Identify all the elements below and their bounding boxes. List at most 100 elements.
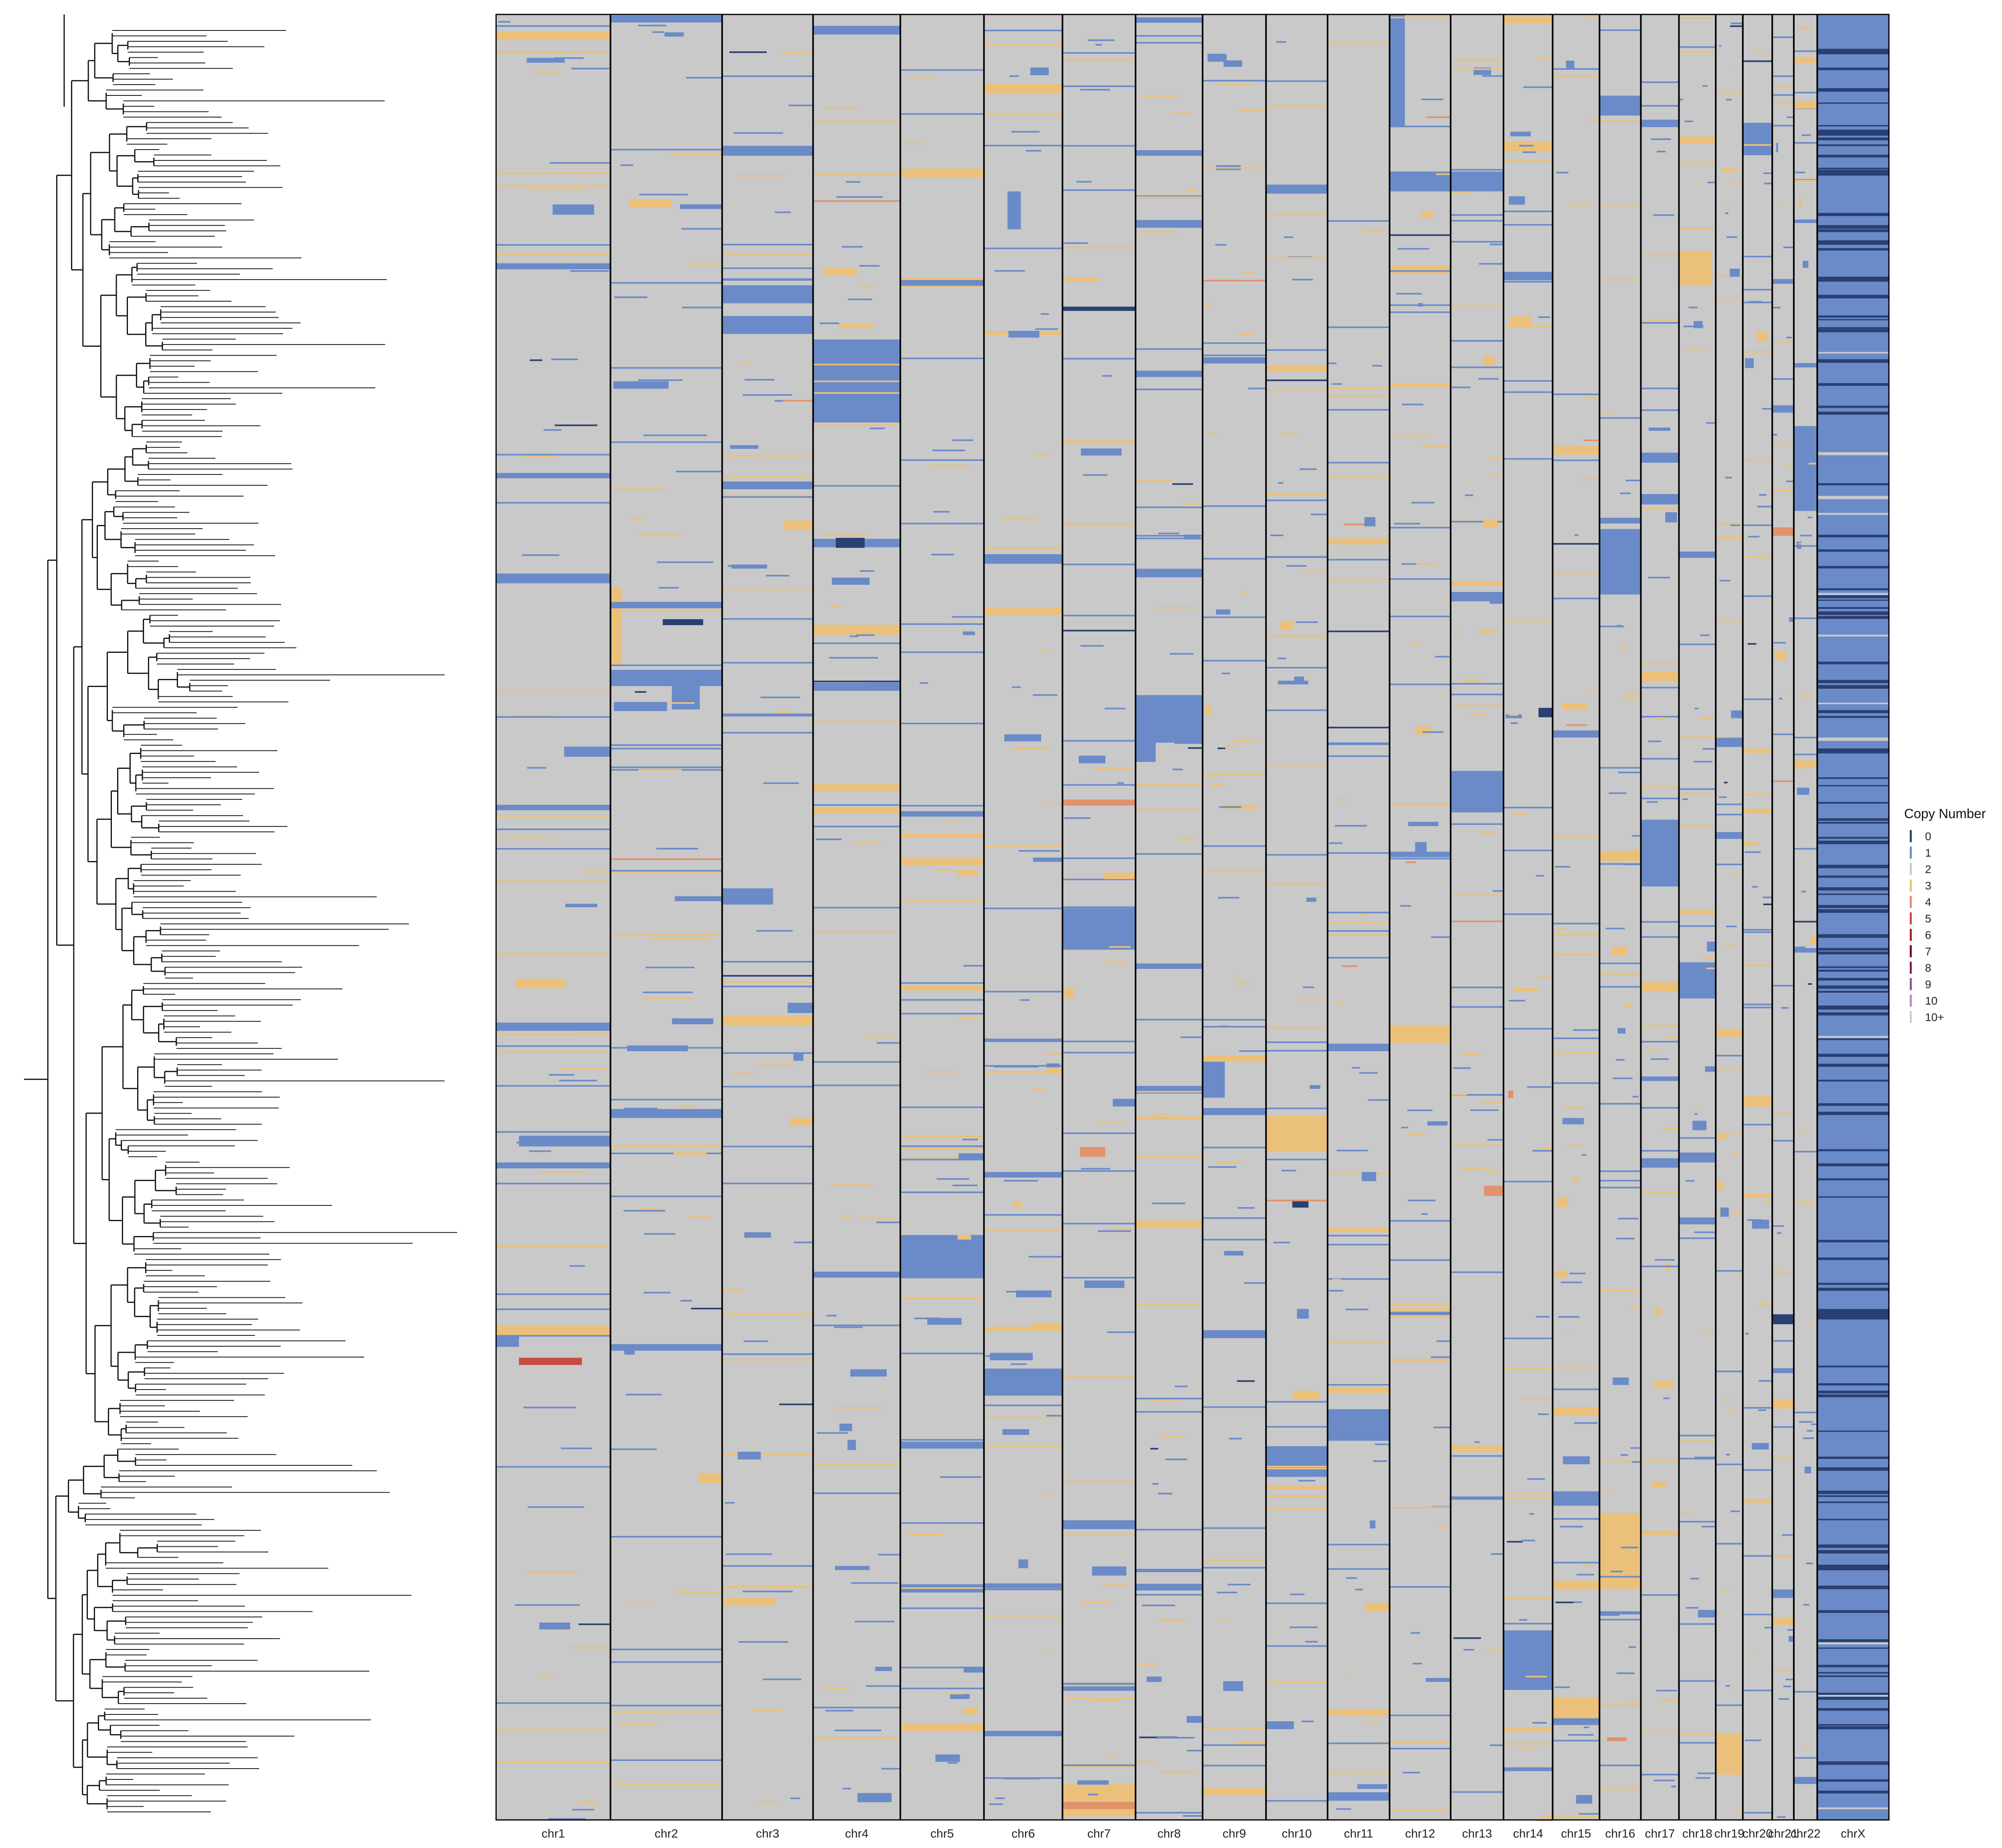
cn-segment <box>1180 503 1202 505</box>
cn-segment <box>1538 316 1550 318</box>
cn-segment <box>1266 1027 1328 1029</box>
chrX-segment <box>1817 1467 1889 1471</box>
cn-segment <box>1810 1720 1815 1722</box>
cn-segment <box>1554 1686 1570 1688</box>
cn-segment <box>1716 1463 1743 1465</box>
cn-segment <box>984 30 1063 31</box>
cn-segment <box>1717 1181 1724 1190</box>
cn-segment <box>1202 505 1266 507</box>
cn-segment <box>1733 67 1737 69</box>
cn-segment <box>1772 1368 1794 1373</box>
cn-segment <box>1599 767 1641 769</box>
cn-segment <box>1772 1399 1794 1409</box>
cn-segment <box>1599 1611 1641 1613</box>
cn-segment <box>1202 1744 1266 1746</box>
cn-segment <box>1656 1690 1677 1692</box>
cn-segment <box>610 1344 722 1351</box>
cn-segment <box>689 1216 711 1218</box>
cn-segment <box>1046 1415 1063 1417</box>
legend-swatch <box>1910 830 1912 842</box>
cn-segment <box>1479 263 1504 265</box>
legend-label: 7 <box>1925 945 1931 958</box>
cn-segment <box>779 400 813 402</box>
chrX-segment <box>1817 1697 1889 1700</box>
chromosome-label: chr8 <box>1157 1827 1181 1840</box>
cn-segment <box>1389 1311 1451 1315</box>
cn-segment <box>580 1801 598 1803</box>
cn-segment <box>1725 476 1732 478</box>
cn-segment <box>1332 1279 1341 1281</box>
cn-segment <box>722 618 813 620</box>
cn-segment <box>1135 42 1203 44</box>
cn-segment <box>1174 742 1203 744</box>
chrX-segment <box>1817 1240 1889 1242</box>
cn-segment <box>1736 1810 1743 1812</box>
cn-segment <box>722 267 813 269</box>
chrX-segment <box>1817 680 1889 683</box>
cn-segment <box>1504 1743 1553 1745</box>
cn-segment <box>1135 784 1203 786</box>
cn-segment <box>1574 1422 1598 1424</box>
cn-segment <box>1743 144 1772 146</box>
cn-segment <box>908 1534 943 1536</box>
cn-segment <box>900 811 984 816</box>
legend-label: 3 <box>1925 879 1931 892</box>
cn-segment <box>1641 671 1679 682</box>
cn-segment <box>1626 692 1641 694</box>
cn-segment <box>561 1447 592 1449</box>
cn-segment <box>1064 817 1091 819</box>
cn-segment <box>1062 1698 1136 1700</box>
cn-segment <box>1763 904 1772 905</box>
cn-segment <box>1327 934 1390 936</box>
cn-segment <box>610 1152 722 1154</box>
cn-segment <box>1016 1290 1052 1297</box>
cn-segment <box>1810 936 1818 944</box>
cn-segment <box>498 21 511 23</box>
cn-segment <box>1772 1555 1794 1557</box>
cn-segment <box>1135 1568 1203 1572</box>
cn-block <box>722 888 773 905</box>
cn-segment <box>1778 204 1785 206</box>
cn-segment <box>947 821 961 823</box>
cn-segment <box>1702 85 1708 87</box>
cn-segment <box>850 1369 887 1377</box>
cn-segment <box>1327 922 1390 924</box>
cn-segment <box>1042 802 1063 804</box>
cn-segment <box>496 815 611 817</box>
cn-segment <box>1707 181 1716 183</box>
cn-segment <box>1389 1360 1451 1362</box>
cn-segment <box>860 1217 895 1219</box>
cn-segment <box>1062 52 1136 54</box>
chrX-segment <box>1817 909 1889 913</box>
chrX-segment <box>1817 978 1889 981</box>
cn-segment <box>1641 1158 1679 1168</box>
cn-segment <box>1693 761 1712 763</box>
cn-segment <box>1743 749 1772 753</box>
cn-segment <box>1504 391 1553 393</box>
cn-segment <box>1157 1737 1195 1739</box>
cn-segment <box>638 533 681 535</box>
cn-segment <box>1564 1145 1584 1147</box>
chrX-segment <box>1817 934 1889 938</box>
cn-segment <box>675 896 722 901</box>
chrX-segment <box>1817 1390 1889 1394</box>
cn-segment <box>843 1787 851 1789</box>
cn-segment <box>847 1440 856 1450</box>
cn-segment <box>1171 112 1191 114</box>
cn-segment <box>1526 1676 1547 1678</box>
cn-segment <box>617 1724 657 1726</box>
cn-segment <box>1605 928 1625 930</box>
cn-segment <box>1002 1429 1029 1435</box>
cn-segment <box>1599 584 1641 595</box>
cn-segment <box>774 400 783 402</box>
cn-segment <box>1504 1669 1553 1671</box>
cn-segment <box>1615 1059 1625 1061</box>
cn-segment <box>1654 717 1669 719</box>
cn-segment <box>496 1325 611 1336</box>
cn-segment <box>1389 527 1451 529</box>
cn-segment <box>900 1441 984 1449</box>
cn-segment <box>1187 1750 1203 1752</box>
cn-segment <box>1365 1603 1390 1611</box>
chrX-segment <box>1817 170 1889 173</box>
cn-segment <box>984 84 1063 94</box>
